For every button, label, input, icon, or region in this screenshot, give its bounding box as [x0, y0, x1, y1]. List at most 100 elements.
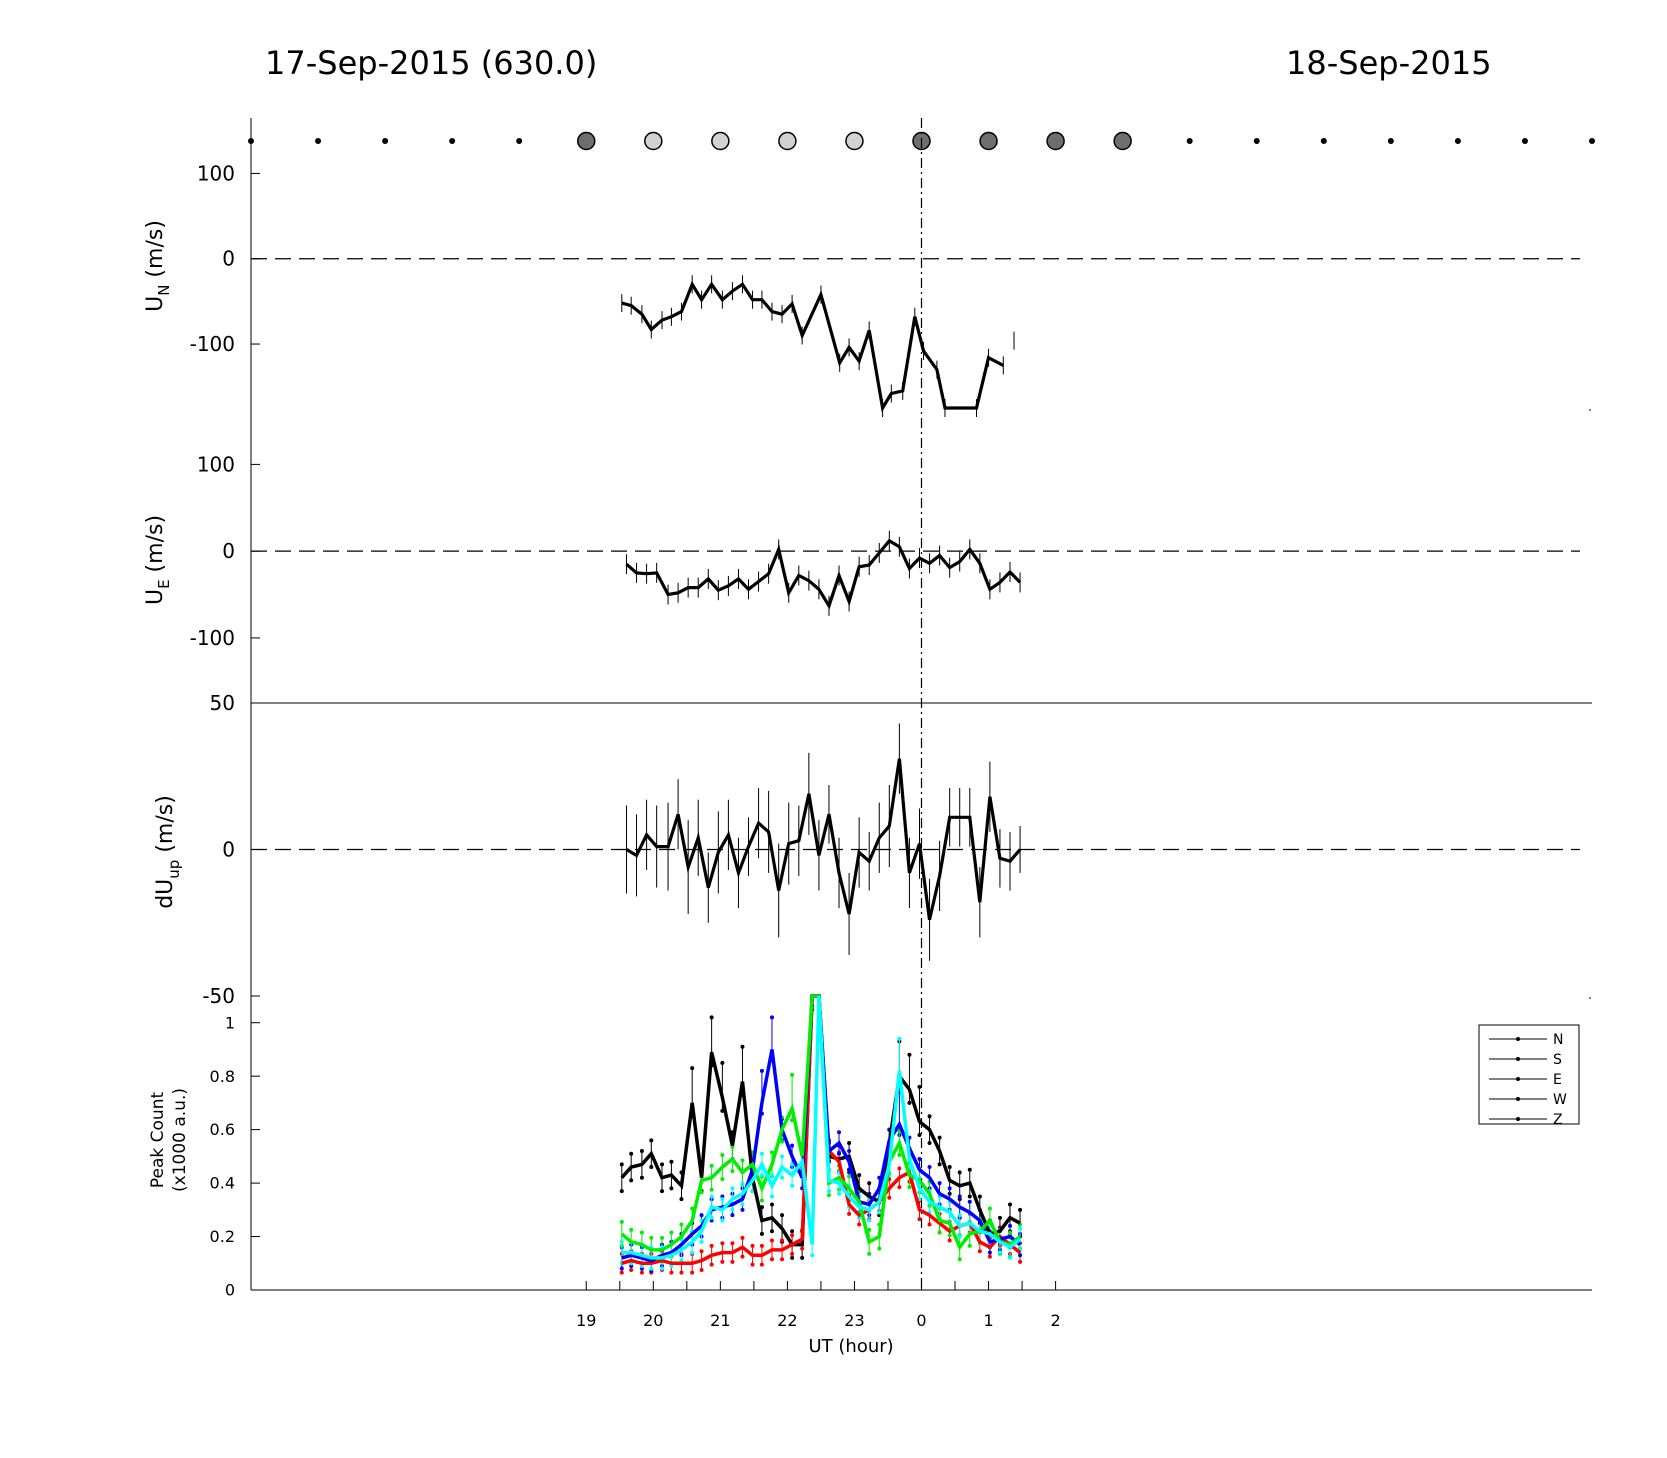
right-title: 18-Sep-2015 [1286, 44, 1492, 82]
peak-errorbar-cap [649, 1165, 654, 1170]
y-tick-label: 100 [197, 452, 235, 476]
un-axis-label: UN (m/s) [143, 220, 173, 312]
legend-marker [1516, 1077, 1520, 1081]
peak-errorbar-cap [1018, 1253, 1023, 1258]
peak-errorbar-cap [947, 1233, 952, 1238]
peak-errorbar-cap [857, 1222, 862, 1227]
legend-label: W [1553, 1092, 1567, 1108]
peak-errorbar-cap [1008, 1255, 1013, 1260]
phase-dot [1521, 138, 1528, 144]
peak-errorbar-cap [907, 1185, 912, 1190]
peak-errorbar-cap [709, 1015, 714, 1020]
peak-errorbar-cap [699, 1267, 704, 1272]
peak-errorbar-cap [957, 1213, 962, 1218]
peak-errorbar-cap [759, 1231, 764, 1236]
peak-errorbar-cap [769, 1257, 774, 1262]
peak-errorbar-cap [769, 1202, 774, 1207]
peak-errorbar-cap [790, 1233, 795, 1238]
peak-errorbar-cap [810, 1253, 815, 1258]
peak-errorbar-cap [790, 1229, 795, 1234]
peak-errorbar-cap [740, 1254, 745, 1259]
peak-errorbar-cap [800, 1246, 805, 1251]
peak-errorbar-cap [897, 1185, 902, 1190]
legend-label: S [1553, 1052, 1562, 1068]
peak-errorbar-cap [669, 1159, 674, 1164]
peak-errorbar-cap [750, 1262, 755, 1267]
peak-errorbar-cap [837, 1191, 842, 1196]
peak-errorbar-cap [887, 1195, 892, 1200]
peak-errorbar-cap [1008, 1230, 1013, 1235]
peak-errorbar-cap [857, 1173, 862, 1178]
y-tick-label: 0.6 [210, 1120, 235, 1139]
peak-errorbar-cap [709, 1215, 714, 1220]
legend-marker [1516, 1117, 1520, 1121]
ue-axis-label: UE (m/s) [143, 515, 173, 605]
legend-label: Z [1553, 1112, 1563, 1128]
y-tick-label: -50 [202, 984, 235, 1008]
x-tick-label: 20 [643, 1311, 663, 1330]
peak-errorbar-cap [639, 1149, 644, 1154]
peak-errorbar-cap [877, 1210, 882, 1215]
peak-axis-label: Peak Count (x1000 a.u.) [148, 1088, 190, 1192]
peak-errorbar-cap [740, 1207, 745, 1212]
peak-errorbar-cap [780, 1238, 785, 1243]
peak-errorbar-cap [790, 1251, 795, 1256]
x-tick-label: 2 [1051, 1311, 1061, 1330]
peak-errorbar-cap [759, 1243, 764, 1248]
peak-errorbar-cap [669, 1270, 674, 1275]
peak-errorbar-cap [917, 1084, 922, 1089]
legend-marker [1516, 1037, 1520, 1041]
peak-errorbar-cap [897, 1166, 902, 1171]
x-tick-label: 21 [710, 1311, 730, 1330]
left-title: 17-Sep-2015 (630.0) [265, 44, 598, 82]
phase-dot [1454, 138, 1461, 144]
peak-errorbar-cap [790, 1183, 795, 1188]
peak-errorbar-cap [769, 1150, 774, 1155]
peak-errorbar-cap [987, 1254, 992, 1259]
x-axis-label: UT (hour) [809, 1336, 894, 1357]
peak-errorbar-cap [917, 1157, 922, 1162]
peak-errorbar-cap [699, 1249, 704, 1254]
peak-errorbar-cap [679, 1270, 684, 1275]
peak-errorbar-cap [709, 1163, 714, 1168]
peak-errorbar-cap [740, 1235, 745, 1240]
phase-dot [711, 131, 730, 151]
peak-errorbar-cap [649, 1138, 654, 1143]
peak-errorbar-cap [957, 1257, 962, 1262]
y-tick-label: -100 [190, 626, 235, 650]
phase-dot [644, 131, 663, 151]
peak-errorbar-cap [826, 1193, 831, 1198]
peak-errorbar-cap [967, 1243, 972, 1248]
peak-errorbar-cap [660, 1235, 665, 1240]
peak-errorbar-cap [769, 1173, 774, 1178]
peak-errorbar-cap [619, 1266, 624, 1271]
phase-dot [449, 138, 456, 144]
ue-series-line [625, 538, 1022, 610]
peak-errorbar-cap [937, 1162, 942, 1167]
peak-errorbar-cap [639, 1270, 644, 1275]
phase-dot [1253, 138, 1260, 144]
peak-errorbar-cap [977, 1194, 982, 1199]
peak-errorbar-cap [957, 1170, 962, 1175]
peak-errorbar-cap [690, 1066, 695, 1071]
peak-errorbar-cap [847, 1174, 852, 1179]
peak-errorbar-cap [769, 1238, 774, 1243]
peak-errorbar-cap [709, 1194, 714, 1199]
peak-errorbar-cap [947, 1186, 952, 1191]
peak-errorbar-cap [619, 1239, 624, 1244]
peak-errorbar-cap [917, 1132, 922, 1137]
peak-errorbar-cap [957, 1234, 962, 1239]
peak-errorbar-cap [769, 1015, 774, 1020]
dup-axis-label: dUup (m/s) [153, 795, 183, 909]
peak-errorbar-cap [629, 1227, 634, 1232]
peak-errorbar-cap [720, 1153, 725, 1158]
peak-errorbar-cap [740, 1158, 745, 1163]
phase-dot [577, 131, 596, 151]
peak-errorbar-cap [720, 1177, 725, 1182]
peak-errorbar-cap [639, 1175, 644, 1180]
peak-errorbar-cap [769, 1194, 774, 1199]
peak-errorbar-cap [740, 1181, 745, 1186]
peak-errorbar-cap [750, 1243, 755, 1248]
peak-errorbar-cap [957, 1194, 962, 1199]
peak-errorbar-cap [847, 1211, 852, 1216]
